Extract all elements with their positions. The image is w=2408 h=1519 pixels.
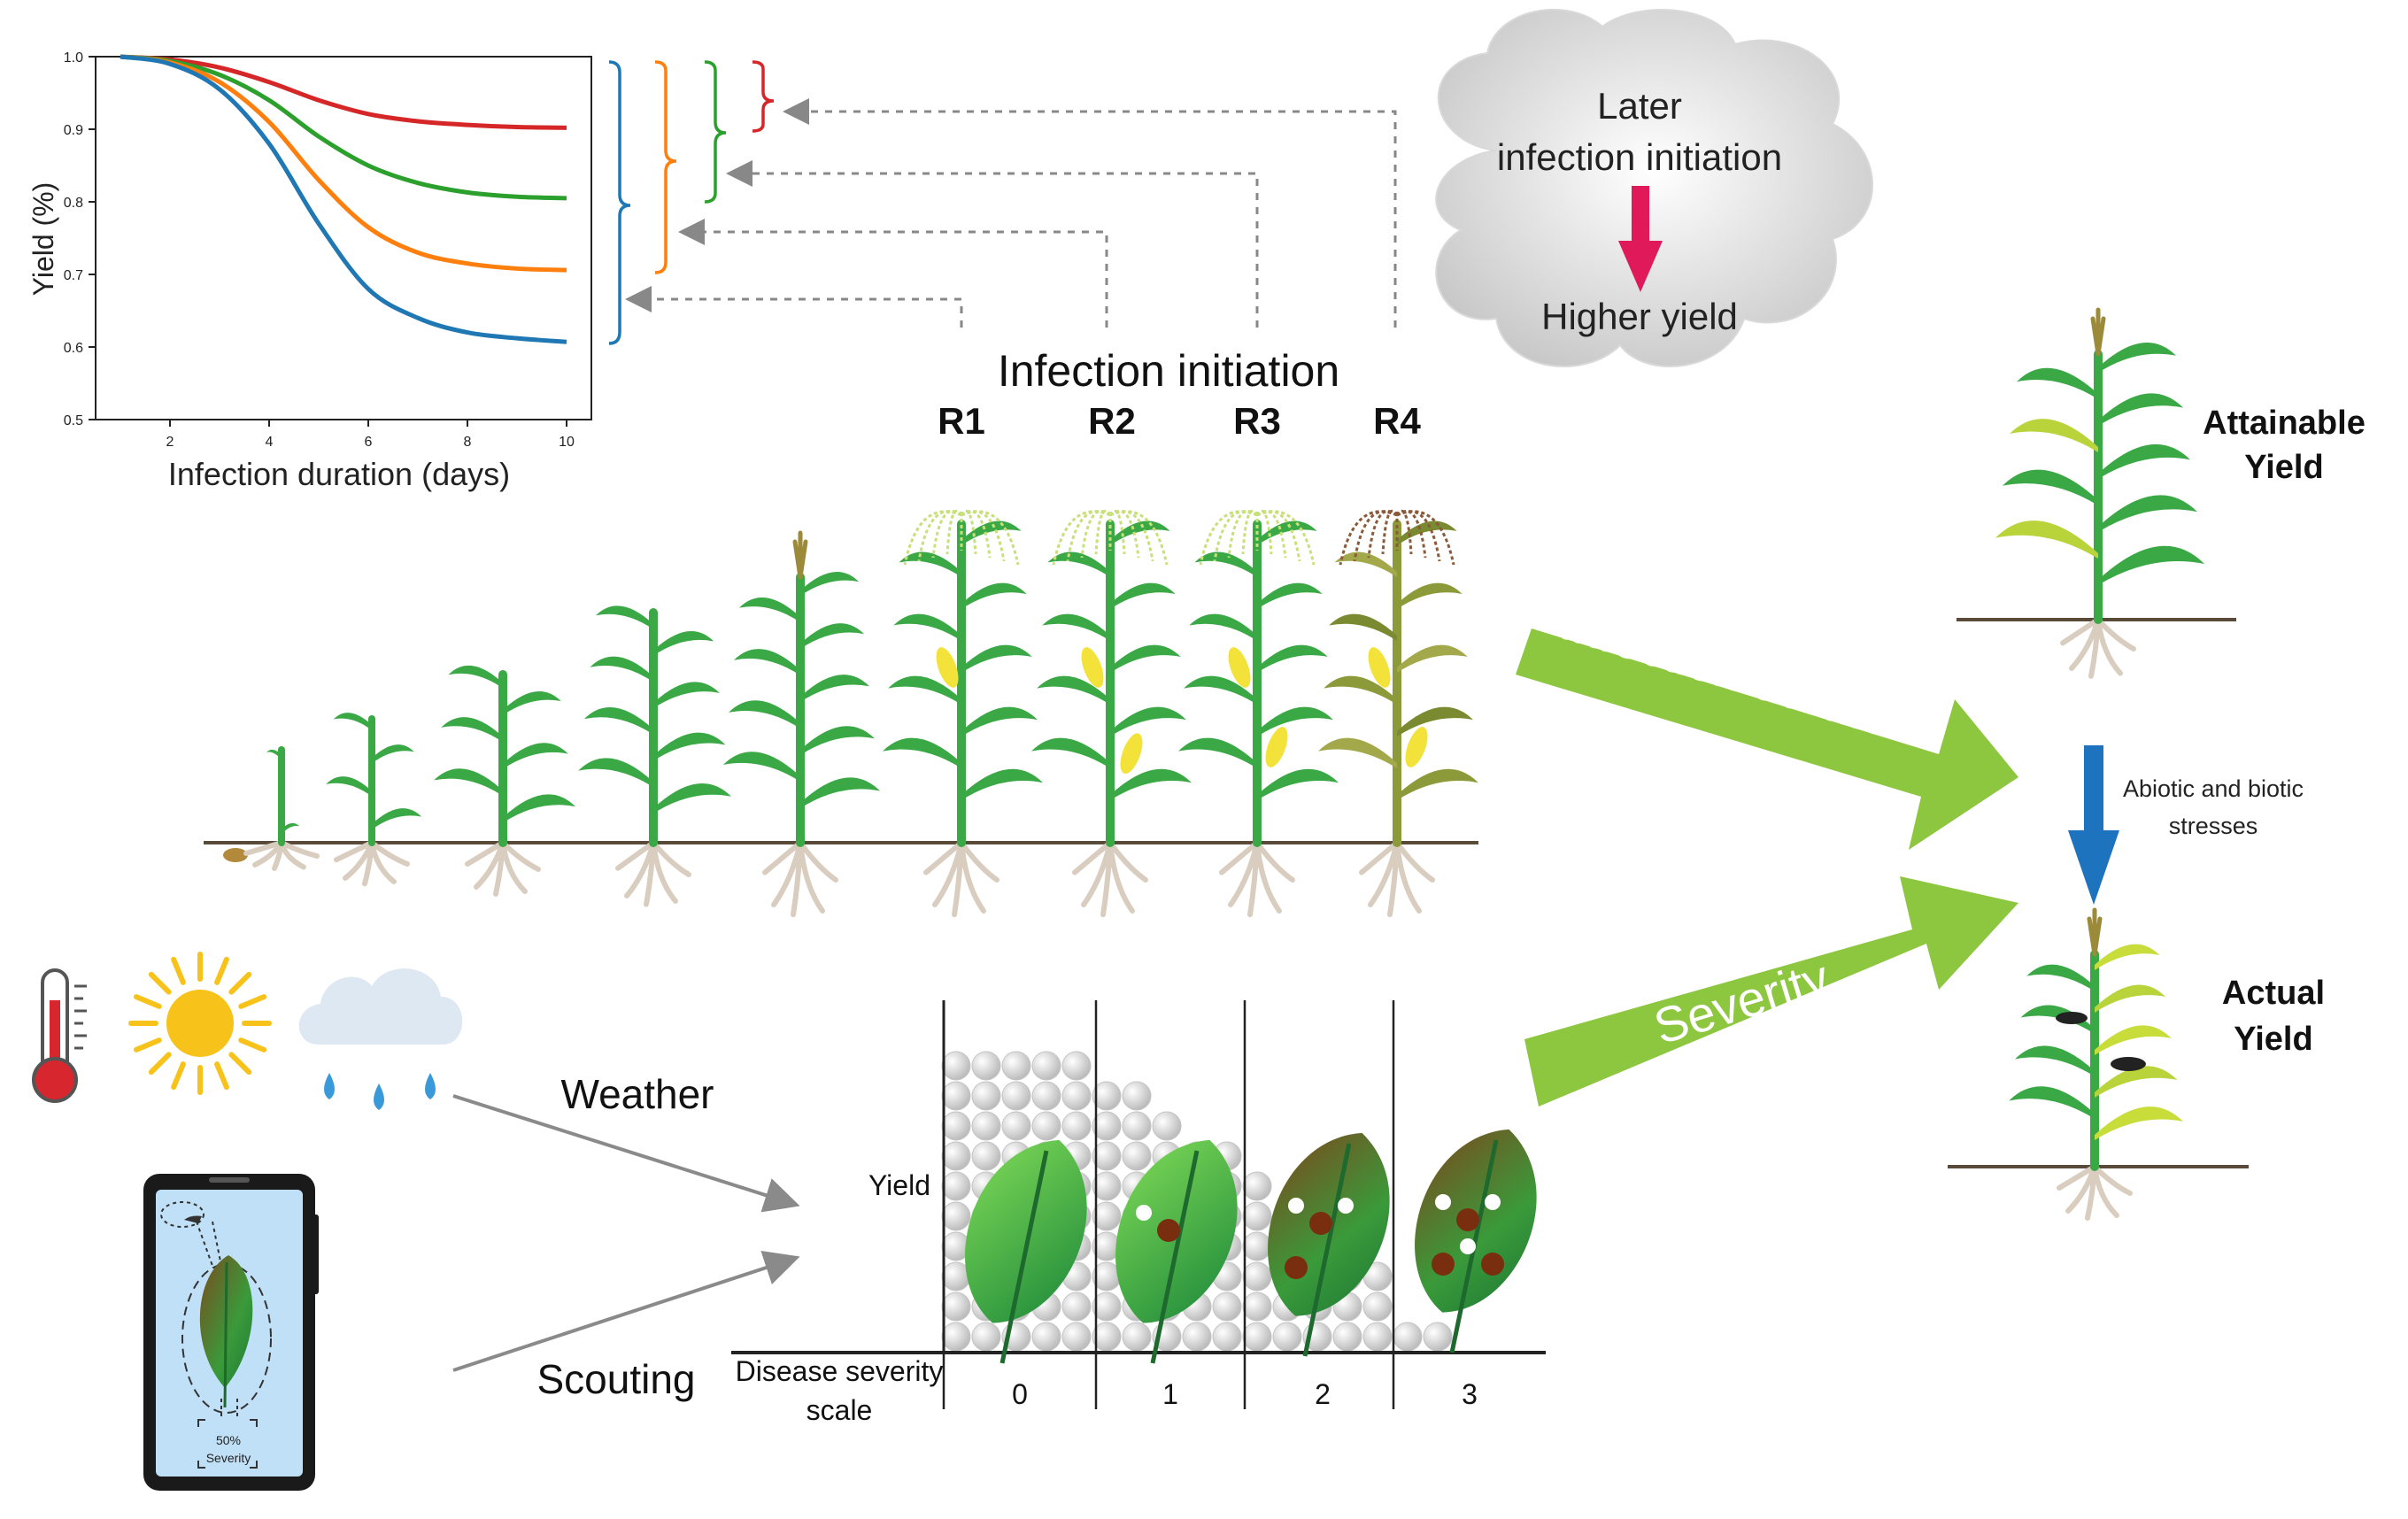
stage-label-r2: R2: [1088, 400, 1136, 442]
corn-plant-r3: [1178, 509, 1339, 918]
severity-leaf-2: [1268, 1132, 1390, 1357]
severity-level-1: 1: [1162, 1378, 1178, 1410]
actual-yield-title-line1: Actual: [2222, 975, 2325, 1012]
severity-leaves: [965, 1129, 1537, 1364]
infection-duration-arrow: Infection duratoin: [1516, 594, 2018, 850]
brace-orange: [654, 60, 677, 274]
actual-yield-plant: [1948, 907, 2249, 1221]
stage-label-r1: R1: [938, 400, 985, 442]
severity-level-3: 3: [1462, 1378, 1478, 1410]
corn-plant-r4: [1318, 509, 1478, 918]
attainable-yield-plant: [1956, 307, 2236, 679]
scouting-arrow: [452, 1250, 800, 1372]
phone-severity-percent: 50%: [216, 1433, 241, 1447]
chart-y-ticks: 0.5 0.6 0.7 0.8 0.9 1.0: [64, 50, 96, 428]
severity-level-2: 2: [1315, 1378, 1331, 1410]
series-line-0: [120, 54, 567, 130]
scouting-phone: 50% Severity: [143, 1174, 319, 1491]
cloud-text-later: Later: [1597, 85, 1682, 127]
severity-y-label: Yield: [868, 1169, 930, 1201]
actual-corn-plant: [2009, 907, 2183, 1221]
chart-x-ticks: 2 4 6 8 10: [166, 420, 575, 450]
stress-down-arrow: [2068, 745, 2119, 905]
cloud-callout: Later infection initiation Higher yield: [1435, 8, 1873, 367]
attainable-corn-plant: [1995, 307, 2204, 679]
insect-icon: [2056, 1012, 2088, 1024]
corn-plant-v2: [326, 713, 421, 887]
attainable-yield-title-line1: Attainable: [2203, 405, 2366, 442]
x-tick-label: 8: [464, 435, 472, 450]
actual-yield-title-line2: Yield: [2234, 1021, 2312, 1058]
stress-label-line2: stresses: [2169, 813, 2258, 839]
severity-x-label-line2: scale: [807, 1394, 873, 1426]
x-tick-label: 4: [266, 435, 274, 450]
insect-icon: [2111, 1057, 2146, 1071]
corn-plant-v4: [434, 665, 575, 897]
stress-label-line1: Abiotic and biotic: [2123, 775, 2304, 802]
x-tick-label: 2: [166, 435, 174, 450]
severity-level-0: 0: [1012, 1378, 1028, 1410]
phone-severity-caption: Severity: [206, 1451, 251, 1465]
severity-label: Severity: [1648, 949, 1835, 1054]
yield-loss-braces: [608, 60, 775, 345]
rain-cloud-icon: [298, 968, 463, 1110]
corn-plant-r2: [1031, 509, 1192, 918]
corn-plant-r1: [883, 509, 1043, 918]
cloud-down-arrow: [1618, 186, 1663, 292]
severity-leaf-3: [1415, 1129, 1537, 1353]
attainable-yield-title-line2: Yield: [2244, 449, 2323, 486]
cloud-shape: [1435, 8, 1873, 367]
corn-plant-vt: [723, 530, 880, 918]
yield-chart: 0.5 0.6 0.7 0.8 0.9 1.0 2 4 6 8 10 Infection dura…: [27, 50, 592, 492]
sun-icon: [128, 952, 272, 1095]
x-tick-label: 6: [365, 435, 373, 450]
series-line-2: [120, 54, 567, 273]
cloud-text-infection-initiation: infection initiation: [1497, 136, 1782, 178]
thermometer-icon: [32, 968, 87, 1103]
severity-leaf-0: [965, 1139, 1087, 1364]
stage-label-r4: R4: [1373, 400, 1421, 442]
severity-scale-chart: Yield Disease severity scale 0 1 2 3: [731, 1000, 1546, 1426]
chart-y-axis-label: Yield (%): [27, 182, 59, 297]
weather-label: Weather: [560, 1071, 714, 1117]
brace-red: [752, 60, 775, 133]
y-tick-label: 0.9: [64, 123, 83, 138]
severity-leaf-1: [1115, 1139, 1238, 1364]
weather-arrow: [452, 1094, 800, 1213]
brace-blue: [608, 60, 631, 345]
cloud-text-higher-yield: Higher yield: [1541, 296, 1738, 337]
x-tick-label: 10: [559, 435, 575, 450]
y-tick-label: 1.0: [64, 50, 83, 66]
y-tick-label: 0.6: [64, 341, 83, 356]
stage-label-r3: R3: [1233, 400, 1281, 442]
chart-frame: [95, 56, 592, 420]
chart-series: [120, 54, 567, 344]
severity-x-label-line1: Disease severity: [736, 1355, 944, 1387]
corn-growth-stages: [204, 509, 1478, 918]
dashed-arrow-r2: [678, 219, 1108, 328]
brace-green: [704, 60, 727, 204]
stage-to-loss-arrows: [625, 98, 1397, 328]
scouting-label: Scouting: [536, 1356, 695, 1402]
corn-plant-ve: [243, 746, 320, 871]
chart-x-axis-label: Infection duration (days): [168, 456, 510, 492]
dashed-arrow-r1: [625, 286, 963, 328]
dashed-arrow-r4: [783, 98, 1397, 328]
infection-initiation-label: Infection initiation: [998, 346, 1339, 396]
series-line-3: [120, 54, 567, 344]
corn-plant-v8: [578, 605, 731, 907]
y-tick-label: 0.8: [64, 196, 83, 211]
y-tick-label: 0.7: [64, 268, 83, 283]
y-tick-label: 0.5: [64, 413, 83, 428]
corn-seed: [223, 848, 248, 862]
series-line-1: [120, 54, 567, 201]
severity-arrow: Severity: [1524, 876, 2018, 1106]
dashed-arrow-r3: [726, 160, 1259, 328]
